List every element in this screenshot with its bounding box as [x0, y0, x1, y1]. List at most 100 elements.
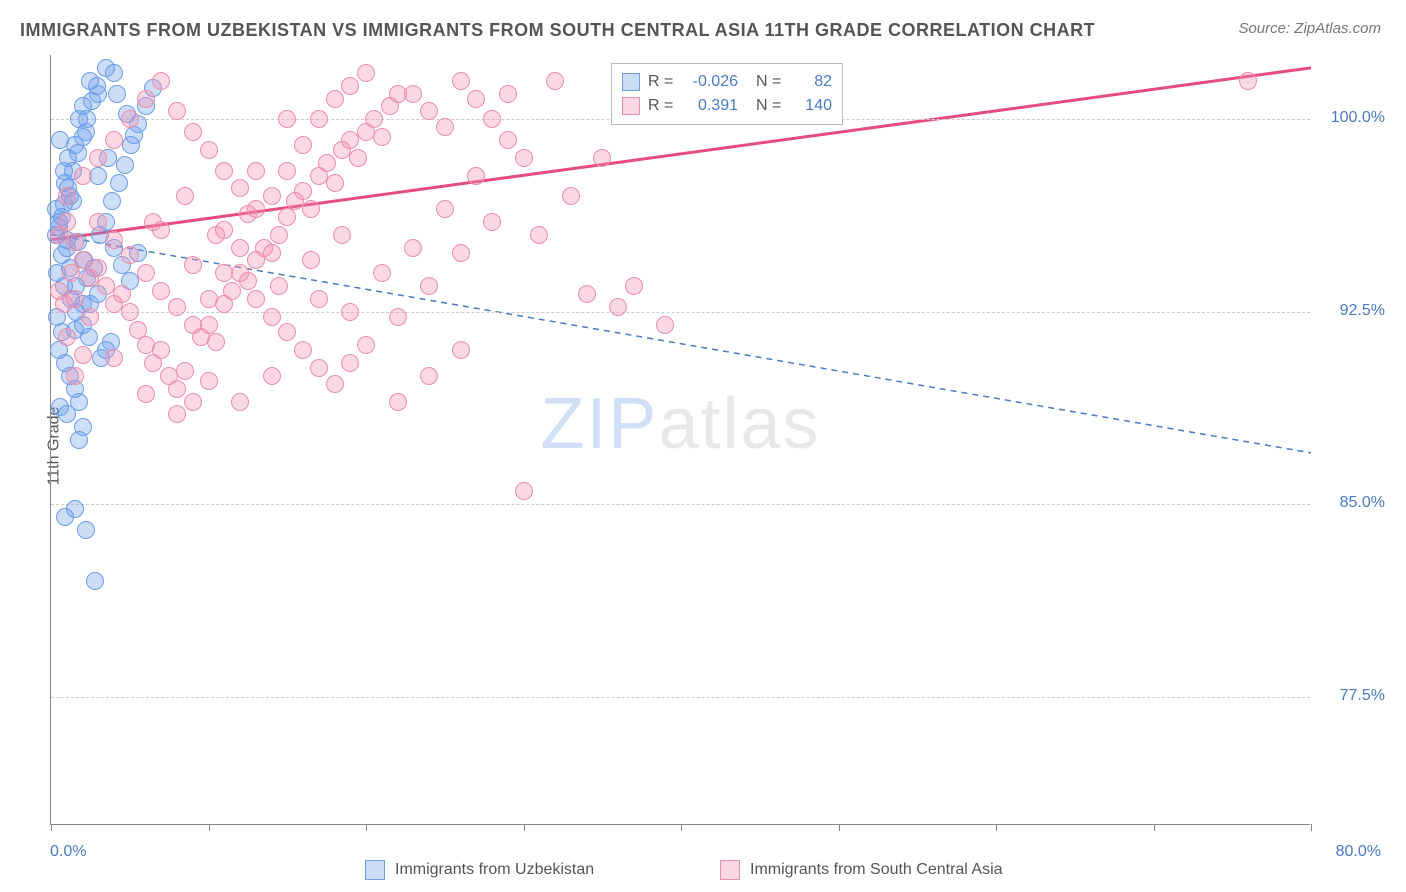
scatter-point [78, 110, 96, 128]
scatter-point [89, 213, 107, 231]
scatter-point [51, 398, 69, 416]
scatter-point [247, 162, 265, 180]
scatter-point [326, 375, 344, 393]
scatter-point [215, 162, 233, 180]
scatter-point [184, 393, 202, 411]
scatter-point [137, 385, 155, 403]
scatter-point [168, 102, 186, 120]
scatter-point [593, 149, 611, 167]
scatter-point [373, 264, 391, 282]
x-tick [366, 824, 367, 831]
scatter-point [50, 282, 68, 300]
scatter-point [625, 277, 643, 295]
scatter-point [278, 323, 296, 341]
scatter-point [152, 282, 170, 300]
scatter-point [58, 213, 76, 231]
scatter-point [656, 316, 674, 334]
scatter-point [184, 316, 202, 334]
chart-title: IMMIGRANTS FROM UZBEKISTAN VS IMMIGRANTS… [20, 20, 1095, 41]
scatter-point [116, 156, 134, 174]
chart-container: IMMIGRANTS FROM UZBEKISTAN VS IMMIGRANTS… [0, 0, 1406, 892]
gridline-h [51, 312, 1310, 313]
y-tick-label: 92.5% [1340, 302, 1385, 320]
scatter-point [215, 221, 233, 239]
scatter-point [110, 174, 128, 192]
x-tick [996, 824, 997, 831]
scatter-point [58, 328, 76, 346]
scatter-point [436, 200, 454, 218]
scatter-point [125, 126, 143, 144]
scatter-point [483, 110, 501, 128]
scatter-point [420, 277, 438, 295]
scatter-point [467, 90, 485, 108]
stats-n-label: N = [756, 97, 784, 115]
scatter-point [83, 92, 101, 110]
legend-swatch [720, 860, 740, 880]
y-tick-label: 77.5% [1340, 687, 1385, 705]
y-tick-label: 85.0% [1340, 494, 1385, 512]
scatter-point [152, 221, 170, 239]
scatter-point [404, 85, 422, 103]
x-tick [524, 824, 525, 831]
trend-lines-svg [51, 55, 1311, 825]
stats-r-label: R = [648, 97, 676, 115]
legend-item: Immigrants from South Central Asia [720, 860, 1003, 880]
scatter-point [103, 192, 121, 210]
scatter-point [404, 239, 422, 257]
scatter-point [105, 231, 123, 249]
scatter-point [176, 187, 194, 205]
gridline-h [51, 697, 1310, 698]
scatter-point [270, 226, 288, 244]
legend-label: Immigrants from South Central Asia [750, 861, 1003, 879]
scatter-point [121, 303, 139, 321]
scatter-point [207, 333, 225, 351]
scatter-point [333, 226, 351, 244]
scatter-point [302, 200, 320, 218]
scatter-point [436, 118, 454, 136]
scatter-point [357, 336, 375, 354]
scatter-point [389, 308, 407, 326]
source-label: Source: ZipAtlas.com [1238, 20, 1381, 37]
scatter-point [86, 572, 104, 590]
stats-r-label: R = [648, 73, 676, 91]
scatter-point [231, 239, 249, 257]
legend-swatch [622, 97, 640, 115]
scatter-point [223, 282, 241, 300]
scatter-point [326, 90, 344, 108]
scatter-point [62, 264, 80, 282]
stats-r-value: -0.026 [684, 73, 738, 91]
scatter-point [66, 500, 84, 518]
scatter-point [278, 110, 296, 128]
scatter-point [70, 431, 88, 449]
scatter-point [74, 167, 92, 185]
scatter-point [420, 367, 438, 385]
scatter-point [318, 154, 336, 172]
scatter-point [263, 308, 281, 326]
scatter-point [467, 167, 485, 185]
scatter-point [373, 128, 391, 146]
scatter-point [357, 64, 375, 82]
x-tick [1311, 824, 1312, 831]
watermark-zip: ZIP [540, 384, 658, 464]
scatter-point [341, 354, 359, 372]
scatter-point [74, 128, 92, 146]
scatter-point [200, 372, 218, 390]
scatter-point [483, 213, 501, 231]
legend-label: Immigrants from Uzbekistan [395, 861, 594, 879]
scatter-point [231, 393, 249, 411]
stats-box: R =-0.026N =82R =0.391N =140 [611, 63, 843, 125]
scatter-point [499, 131, 517, 149]
scatter-point [546, 72, 564, 90]
scatter-point [349, 149, 367, 167]
gridline-h [51, 504, 1310, 505]
scatter-point [263, 244, 281, 262]
scatter-point [74, 346, 92, 364]
scatter-point [294, 341, 312, 359]
scatter-point [515, 149, 533, 167]
scatter-point [609, 298, 627, 316]
scatter-point [310, 290, 328, 308]
scatter-point [168, 380, 186, 398]
x-tick-label: 0.0% [50, 843, 86, 861]
x-tick-label: 80.0% [1336, 843, 1381, 861]
scatter-point [294, 182, 312, 200]
